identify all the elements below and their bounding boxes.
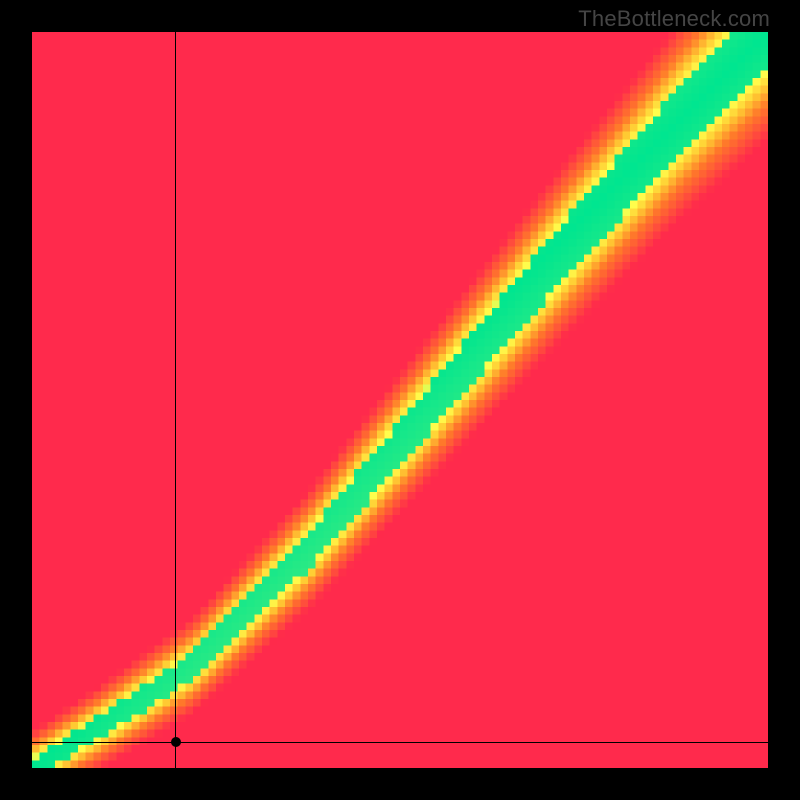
- crosshair-horizontal-line: [32, 742, 768, 743]
- bottleneck-heatmap: [32, 32, 768, 768]
- crosshair-vertical-line: [175, 32, 176, 768]
- watermark-text: TheBottleneck.com: [578, 6, 770, 32]
- crosshair-marker-dot: [171, 737, 181, 747]
